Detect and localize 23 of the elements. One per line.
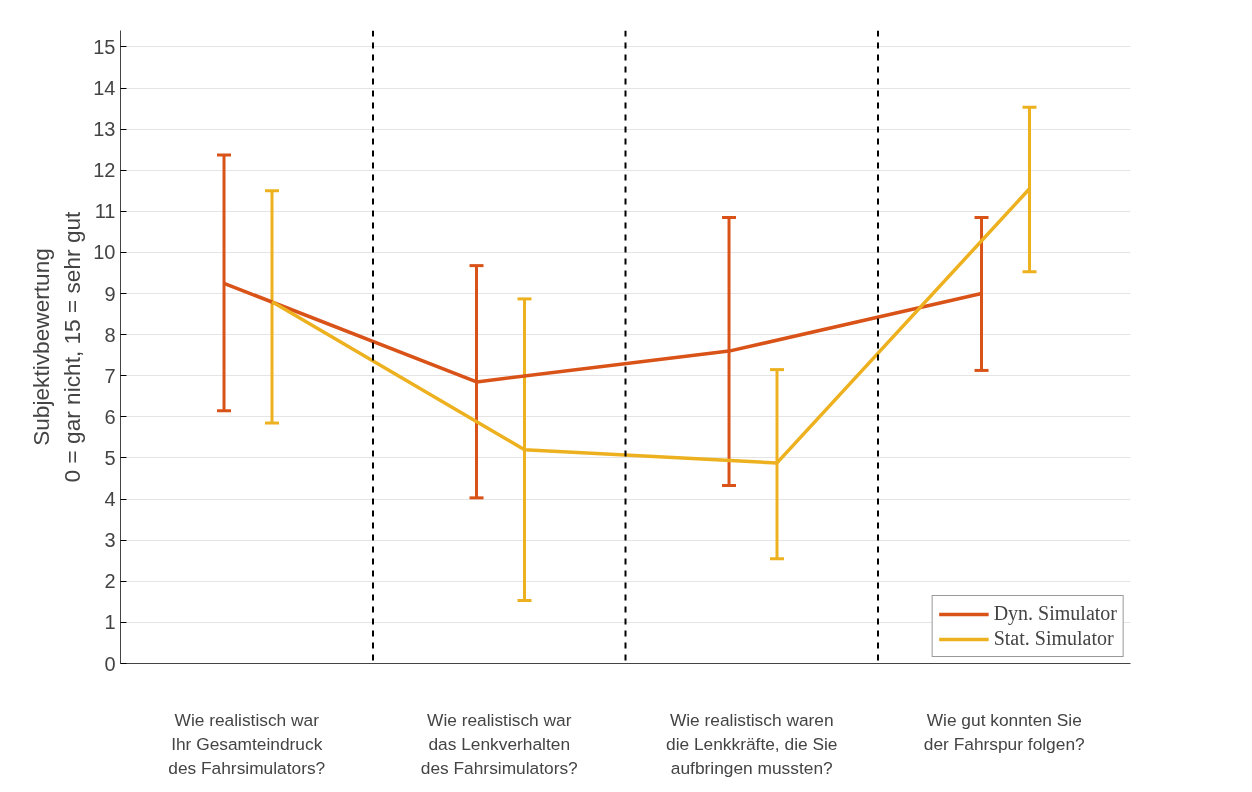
y-tick-label: 12 (93, 159, 116, 182)
y-tick-label: 8 (104, 323, 116, 346)
y-tick-label: 4 (104, 488, 116, 511)
y-axis-title: Subjektivbewertung 0 = gar nicht, 15 = sehr gut (28, 210, 86, 483)
y-tick-label: 10 (93, 241, 116, 264)
x-tick-label: Wie realistisch waren die Lenkkräfte, die Sie aufbringen mussten? (666, 709, 838, 778)
y-tick-label: 3 (104, 529, 116, 552)
y-tick-label: 9 (104, 282, 116, 305)
y-tick-label: 15 (93, 35, 116, 58)
y-tick-label: 13 (93, 118, 116, 141)
x-tick-label: Wie gut konnten Sie der Fahrspur folgen? (923, 709, 1085, 754)
y-tick-label: 11 (94, 200, 116, 223)
y-tick-label: 0 (104, 652, 116, 675)
y-tick-label: 14 (93, 77, 116, 100)
y-tick-label: 5 (104, 446, 116, 469)
legend-label: Dyn. Simulator (993, 602, 1117, 625)
y-tick-label: 1 (104, 611, 116, 634)
x-tick-label: Wie realistisch war Ihr Gesamteindruck des Fahrsimulators? (168, 709, 326, 778)
y-tick-label: 7 (104, 364, 116, 387)
x-tick-label: Wie realistisch war das Lenkverhalten des Fahrsimulators? (420, 709, 578, 778)
y-tick-label: 6 (104, 405, 116, 428)
legend-label: Stat. Simulator (993, 627, 1114, 650)
y-tick-label: 2 (104, 570, 116, 593)
